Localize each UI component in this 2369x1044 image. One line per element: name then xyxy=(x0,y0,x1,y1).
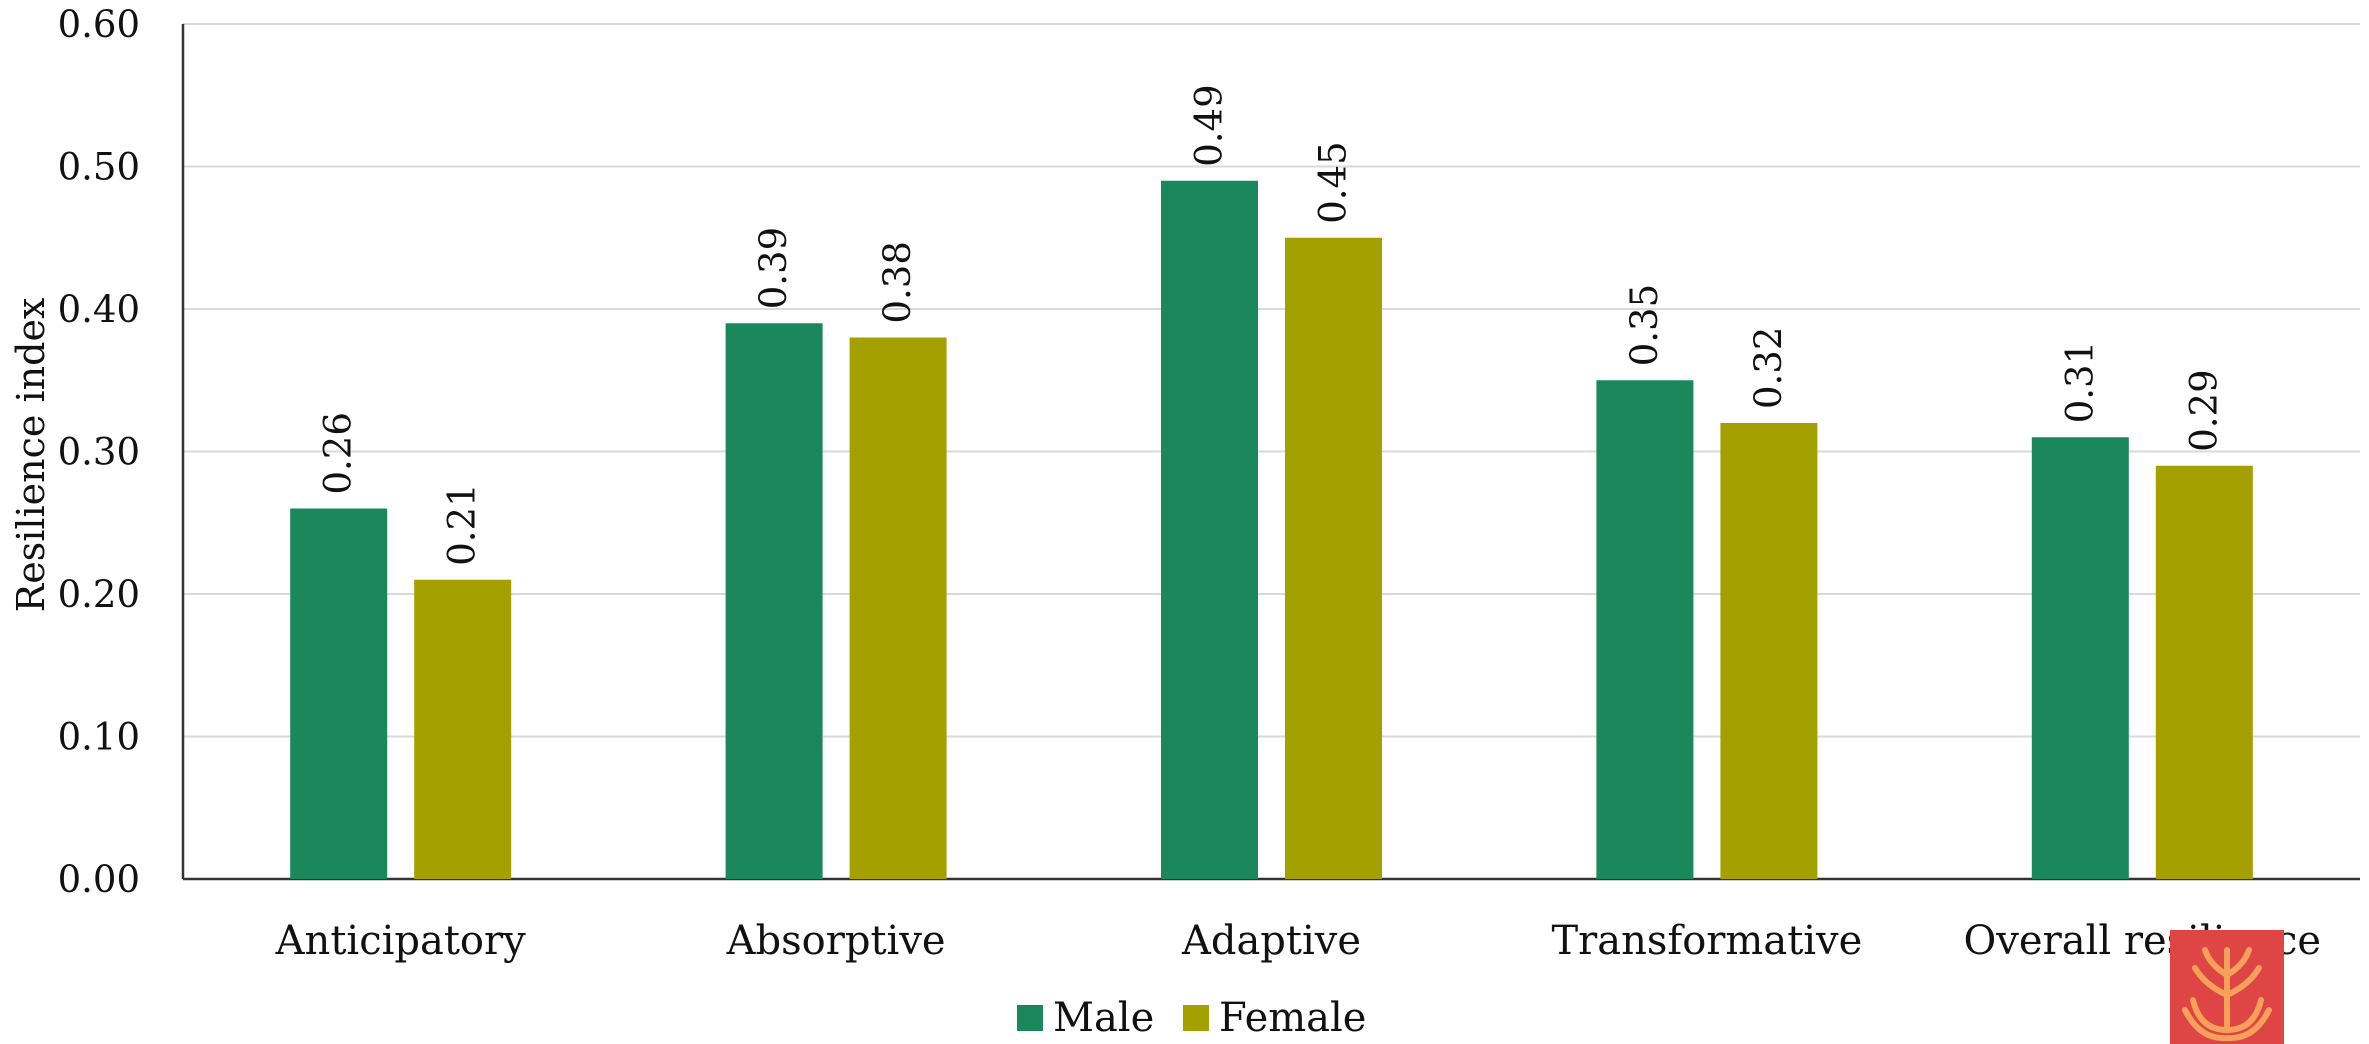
bar-female xyxy=(1285,237,1382,879)
y-tick-label: 0.50 xyxy=(58,146,140,189)
data-label: 0.39 xyxy=(752,227,795,309)
bar-male xyxy=(1161,180,1258,879)
x-category-label: Transformative xyxy=(1551,918,1862,964)
category-labels: Anticipatory Absorptive Adaptive Transforma… xyxy=(275,918,2321,964)
data-label: 0.49 xyxy=(1188,84,1231,166)
legend: Male Female xyxy=(1017,995,1366,1041)
data-label: 0.31 xyxy=(2058,341,2101,423)
bar-male xyxy=(290,508,388,879)
data-label: 0.21 xyxy=(441,483,484,565)
bar-female xyxy=(2155,465,2253,879)
y-tick-label: 0.00 xyxy=(58,858,140,901)
y-tick-labels: 0.00 0.10 0.20 0.30 0.40 0.50 0.60 xyxy=(58,3,140,901)
bar-male xyxy=(725,323,823,879)
y-tick-label: 0.60 xyxy=(58,3,140,46)
y-tick-label: 0.30 xyxy=(58,431,140,474)
y-tick-label: 0.40 xyxy=(58,288,140,331)
legend-swatch-male xyxy=(1017,1005,1043,1031)
data-label: 0.35 xyxy=(1623,284,1666,366)
legend-label-female: Female xyxy=(1219,995,1366,1041)
bars xyxy=(290,180,2253,879)
data-label: 0.32 xyxy=(1747,327,1790,409)
legend-label-male: Male xyxy=(1053,995,1154,1041)
x-category-label: Adaptive xyxy=(1181,918,1361,964)
legend-swatch-female xyxy=(1183,1005,1209,1031)
data-label: 0.45 xyxy=(1312,141,1355,223)
wheat-emblem-logo xyxy=(2170,930,2284,1044)
bar-female xyxy=(849,337,947,879)
axes xyxy=(181,24,2360,881)
x-category-label: Absorptive xyxy=(726,918,946,964)
x-category-label: Anticipatory xyxy=(275,918,526,964)
y-axis-title: Resilience index xyxy=(9,298,53,613)
gridlines xyxy=(183,23,2360,738)
data-labels: 0.26 0.21 0.39 0.38 0.49 0.45 0.35 0.32 0.31 0.29 xyxy=(317,84,2226,565)
bar-male xyxy=(2031,437,2129,879)
y-tick-label: 0.20 xyxy=(58,573,140,616)
bar-female xyxy=(1720,423,1818,879)
data-label: 0.29 xyxy=(2182,369,2225,451)
data-label: 0.26 xyxy=(317,412,360,494)
bar-female xyxy=(414,579,512,879)
y-tick-label: 0.10 xyxy=(58,716,140,759)
wheat-icon xyxy=(2182,947,2272,1042)
data-label: 0.38 xyxy=(876,241,919,323)
bar-male xyxy=(1596,380,1694,879)
